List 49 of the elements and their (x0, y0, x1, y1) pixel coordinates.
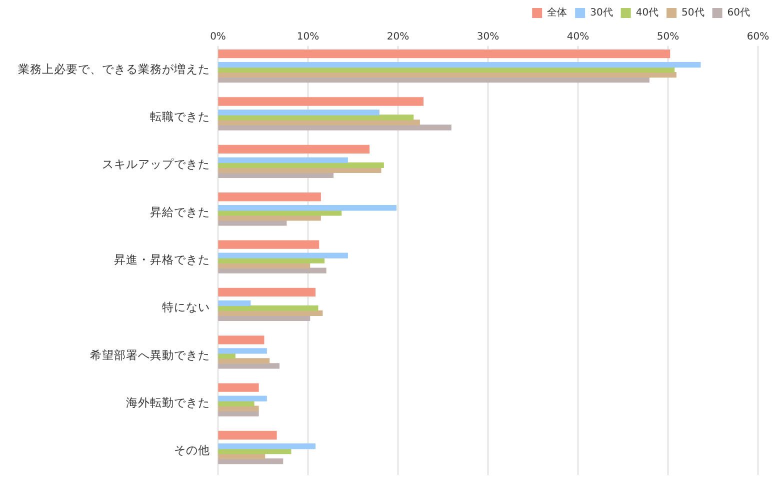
bar (218, 348, 267, 354)
bar (218, 50, 670, 58)
bar (218, 363, 280, 369)
legend-label: 50代 (682, 8, 704, 19)
bar (218, 192, 321, 202)
y-tick-label: 海外転勤できた (126, 396, 210, 410)
bar (218, 114, 414, 120)
bar (218, 383, 259, 392)
bar (218, 268, 326, 274)
bar (218, 205, 397, 211)
bar (218, 252, 348, 258)
x-tick-label: 50% (656, 32, 680, 43)
y-tick-label: 昇進・昇格できた (114, 252, 210, 267)
bar (218, 124, 452, 130)
bar (218, 110, 380, 116)
bar (218, 300, 251, 306)
legend-label: 40代 (636, 8, 659, 19)
x-tick-label: 40% (566, 32, 590, 43)
bar (218, 305, 318, 312)
legend-label: 30代 (590, 8, 613, 19)
y-tick-label: 昇給できた (150, 204, 210, 219)
x-tick-label: 20% (386, 32, 410, 43)
y-tick-label: 業務上必要で、できる業務が増えた (18, 62, 210, 76)
bar (218, 157, 348, 164)
bar (218, 336, 264, 344)
bar (218, 396, 267, 402)
x-tick-label: 30% (476, 32, 500, 43)
legend-label: 全体 (547, 6, 568, 19)
bar (218, 430, 277, 440)
x-tick-label: 60% (746, 32, 770, 43)
bar (218, 97, 424, 106)
y-tick-label: その他 (174, 443, 210, 458)
y-tick-label: 特にない (162, 300, 210, 314)
y-tick-label: 転職できた (150, 110, 210, 124)
bar (218, 288, 316, 297)
bar (218, 353, 236, 359)
y-tick-label: スキルアップできた (102, 157, 210, 172)
bar (218, 358, 270, 364)
x-tick-label: 10% (296, 32, 320, 43)
bar (218, 443, 316, 450)
legend-label: 60代 (727, 8, 750, 19)
bar (218, 144, 370, 154)
x-tick-label: 0% (210, 32, 226, 43)
bar (218, 162, 384, 168)
bar (218, 458, 284, 464)
bar (218, 240, 320, 249)
y-tick-label: 希望部署へ異動できた (90, 348, 210, 362)
bar (218, 406, 259, 412)
bar (218, 62, 701, 68)
